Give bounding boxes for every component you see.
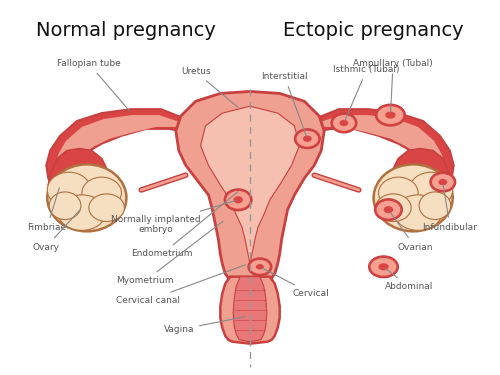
Text: Myometrium: Myometrium [116,221,223,285]
Text: Cervical: Cervical [262,268,329,298]
Ellipse shape [368,256,398,278]
Ellipse shape [48,172,91,208]
Ellipse shape [438,179,447,185]
Ellipse shape [303,136,312,142]
Polygon shape [233,277,267,342]
Ellipse shape [294,129,320,149]
Text: Uretus: Uretus [181,67,238,107]
Ellipse shape [82,177,122,209]
Ellipse shape [378,263,388,270]
Ellipse shape [250,260,270,274]
Polygon shape [48,148,106,200]
Ellipse shape [248,258,272,276]
Text: Interstitial: Interstitial [262,72,308,136]
Text: Ampullary (Tubal): Ampullary (Tubal) [353,59,433,112]
Ellipse shape [430,172,456,192]
Text: Cervical canal: Cervical canal [116,265,246,305]
Text: Normal pregnancy: Normal pregnancy [36,21,216,39]
Ellipse shape [394,195,442,230]
Ellipse shape [48,164,126,231]
Text: Endometrium: Endometrium [132,192,238,258]
Ellipse shape [409,172,453,208]
Text: Infundibular: Infundibular [422,185,478,232]
Text: Ovarian: Ovarian [390,212,433,252]
Ellipse shape [386,111,396,118]
Text: Ectopic pregnancy: Ectopic pregnancy [284,21,464,39]
Ellipse shape [374,164,452,231]
Ellipse shape [331,113,357,133]
Ellipse shape [376,201,400,219]
Polygon shape [220,277,280,344]
Ellipse shape [89,194,124,222]
Polygon shape [200,106,300,264]
Polygon shape [300,109,454,195]
Ellipse shape [376,194,411,222]
Polygon shape [54,115,199,188]
Ellipse shape [296,131,318,147]
Polygon shape [394,148,452,200]
Ellipse shape [419,192,450,219]
Ellipse shape [378,177,418,209]
Text: Normally implanted
embryo: Normally implanted embryo [111,201,236,234]
Text: Fallopian tube: Fallopian tube [57,59,130,111]
Polygon shape [302,115,446,188]
Ellipse shape [370,258,396,276]
Text: Vagina: Vagina [164,316,246,334]
Ellipse shape [432,174,454,190]
Ellipse shape [376,104,406,126]
Text: Isthmic (Tubal): Isthmic (Tubal) [334,65,400,120]
Ellipse shape [226,191,250,208]
Ellipse shape [374,199,402,220]
Ellipse shape [234,196,243,203]
Polygon shape [176,92,324,288]
Ellipse shape [378,106,404,124]
Ellipse shape [340,120,348,126]
Ellipse shape [256,264,264,270]
Ellipse shape [224,189,252,211]
Ellipse shape [384,206,393,213]
Text: Ovary: Ovary [32,210,80,252]
Text: Fimbriae: Fimbriae [28,188,66,232]
Ellipse shape [333,115,355,131]
Text: Abdominal: Abdominal [384,268,433,291]
Ellipse shape [50,192,81,219]
Polygon shape [46,109,201,195]
Ellipse shape [58,195,106,230]
